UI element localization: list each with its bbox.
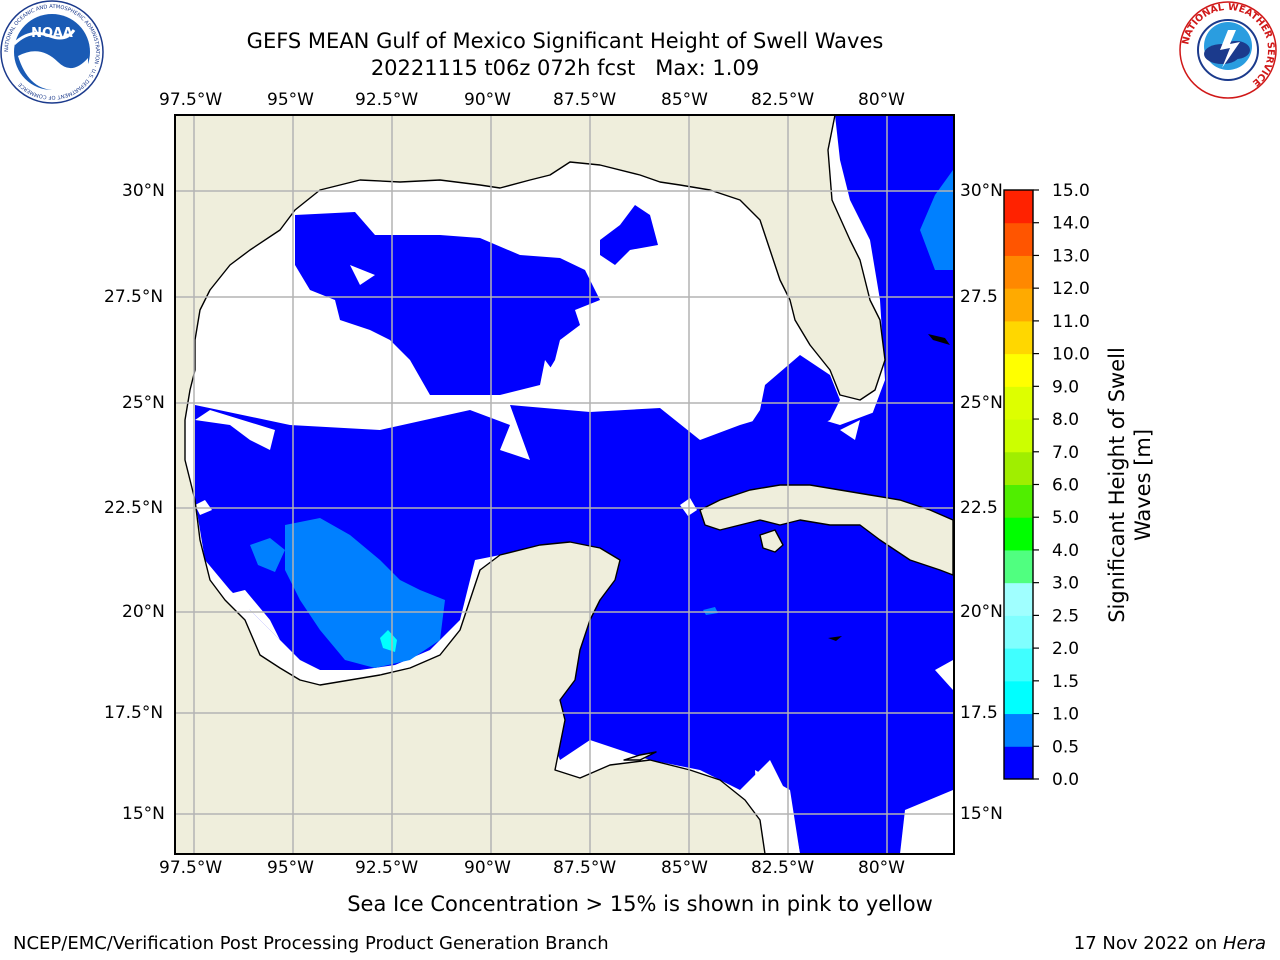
colorbar-tick-label: 14.0 — [1052, 214, 1090, 234]
colorbar-tick-label: 12.0 — [1052, 279, 1090, 299]
lon-tick-bottom: 87.5°W — [553, 858, 617, 878]
lon-tick-bottom: 82.5°W — [751, 858, 815, 878]
lon-tick-top: 90°W — [464, 90, 511, 110]
colorbar-tick-label: 7.0 — [1052, 443, 1079, 463]
colorbar-segment — [1004, 648, 1033, 682]
sea-ice-note: Sea Ice Concentration > 15% is shown in … — [347, 892, 933, 916]
page-title: GEFS MEAN Gulf of Mexico Significant Hei… — [246, 29, 884, 53]
colorbar-segment — [1004, 190, 1033, 224]
noaa-logo-text: NOAA — [31, 26, 73, 41]
lat-tick-right: 22.5 — [960, 498, 998, 518]
colorbar-tick-label: 13.0 — [1052, 246, 1090, 266]
lat-tick-left: 25°N — [122, 393, 165, 413]
colorbar-tick-label: 0.5 — [1052, 737, 1079, 757]
lat-tick-right: 25°N — [960, 393, 1003, 413]
lon-tick-bottom: 80°W — [858, 858, 905, 878]
colorbar-segment — [1004, 353, 1033, 387]
colorbar-tick-label: 10.0 — [1052, 345, 1090, 365]
colorbar-segment — [1004, 582, 1033, 616]
lon-tick-top: 85°W — [661, 90, 708, 110]
colorbar-segment — [1004, 288, 1033, 322]
colorbar-tick-label: 1.0 — [1052, 705, 1079, 725]
colorbar-segment — [1004, 484, 1033, 518]
lat-tick-right: 17.5 — [960, 703, 998, 723]
colorbar-tick-label: 1.5 — [1052, 672, 1079, 692]
colorbar-segment — [1004, 419, 1033, 453]
colorbar-tick-label: 9.0 — [1052, 377, 1079, 397]
colorbar-tick-label: 8.0 — [1052, 410, 1079, 430]
colorbar-tick-label: 15.0 — [1052, 181, 1090, 201]
lon-tick-bottom: 92.5°W — [355, 858, 419, 878]
host-text: Hera — [1222, 933, 1266, 954]
lon-tick-bottom: 85°W — [661, 858, 708, 878]
colorbar-tick-label: 3.0 — [1052, 574, 1079, 594]
lon-tick-bottom: 95°W — [267, 858, 314, 878]
colorbar-label-line2: Waves [m] — [1131, 429, 1155, 541]
lat-tick-left: 20°N — [122, 602, 165, 622]
forecast-label: 20221115 t06z 072h fcst — [370, 56, 636, 80]
lon-tick-top: 82.5°W — [751, 90, 815, 110]
nws-logo-icon: NATIONAL WEATHER SERVICE — [1179, 1, 1277, 99]
lat-tick-left: 30°N — [122, 181, 165, 201]
colorbar-segment — [1004, 746, 1033, 780]
colorbar-tick-label: 6.0 — [1052, 476, 1079, 496]
colorbar-segment — [1004, 680, 1033, 715]
lon-tick-top: 80°W — [858, 90, 905, 110]
lon-tick-top: 92.5°W — [355, 90, 419, 110]
lon-tick-bottom: 97.5°W — [159, 858, 223, 878]
lat-tick-left: 17.5°N — [104, 703, 164, 723]
colorbar-segment — [1004, 386, 1033, 420]
lat-tick-right: 27.5 — [960, 287, 998, 307]
colorbar-segment — [1004, 517, 1033, 551]
colorbar-tick-label: 5.0 — [1052, 508, 1079, 528]
lat-tick-right: 30°N — [960, 181, 1003, 201]
colorbar-segment — [1004, 222, 1033, 256]
colorbar-segment — [1004, 255, 1033, 289]
noaa-logo-icon: NOAA NATIONAL OCEANIC AND ATMOSPHERIC AD… — [0, 0, 104, 104]
lon-tick-bottom: 90°W — [464, 858, 511, 878]
colorbar-tick-label: 2.5 — [1052, 606, 1079, 626]
credit-text: NCEP/EMC/Verification Post Processing Pr… — [13, 933, 609, 954]
lat-tick-left: 22.5°N — [104, 498, 164, 518]
colorbar-label-line1: Significant Height of Swell — [1105, 347, 1129, 623]
date-stamp: 17 Nov 2022 on Hera — [1074, 933, 1266, 955]
map-gridlines — [175, 115, 954, 854]
lat-tick-right: 20°N — [960, 602, 1003, 622]
colorbar-segment — [1004, 615, 1033, 649]
colorbar-tick-label: 4.0 — [1052, 541, 1079, 561]
lat-tick-right: 15°N — [960, 804, 1003, 824]
lon-tick-top: 97.5°W — [159, 90, 223, 110]
page-subtitle: 20221115 t06z 072h fcst Max: 1.09 — [0, 55, 1130, 81]
date-text: 17 Nov 2022 on — [1073, 933, 1223, 954]
lon-tick-top: 87.5°W — [553, 90, 617, 110]
colorbar-segment — [1004, 320, 1033, 355]
max-label: Max: 1.09 — [655, 56, 760, 80]
colorbar-tick-label: 2.0 — [1052, 639, 1079, 659]
lat-tick-left: 27.5°N — [104, 287, 164, 307]
map-frame — [174, 114, 955, 855]
lat-tick-left: 15°N — [122, 804, 165, 824]
colorbar-tick-label: 11.0 — [1052, 312, 1090, 332]
colorbar-segment — [1004, 549, 1033, 584]
colorbar-segment — [1004, 451, 1033, 485]
colorbar-segment — [1004, 713, 1033, 747]
lon-tick-top: 95°W — [267, 90, 314, 110]
colorbar-tick-label: 0.0 — [1052, 770, 1079, 790]
